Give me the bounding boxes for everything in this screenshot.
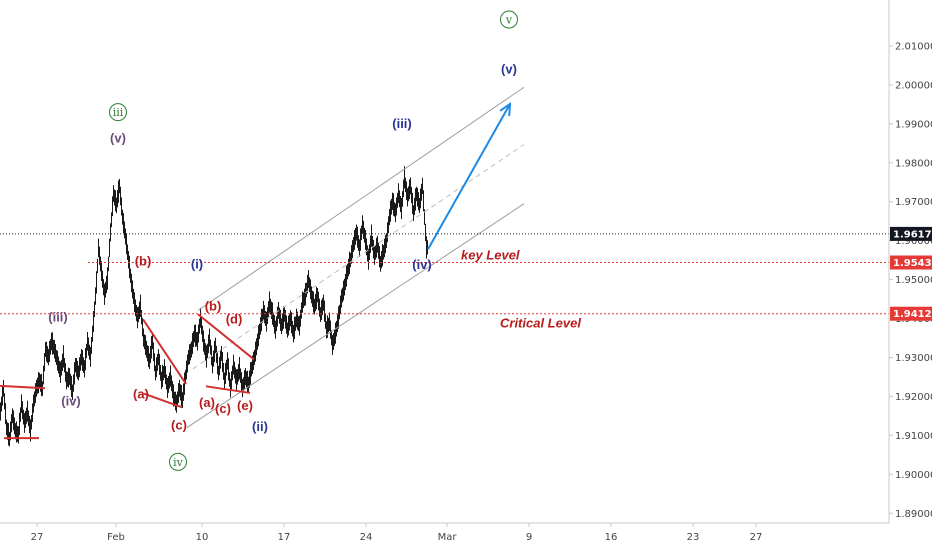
x-tick-label: 27 bbox=[750, 532, 763, 543]
x-tick-label: 17 bbox=[278, 532, 291, 543]
y-tick-label: 1.90000 bbox=[895, 470, 932, 481]
x-tick-label: 23 bbox=[687, 532, 700, 543]
y-tick-label: 1.92000 bbox=[895, 392, 932, 403]
y-tick-label: 1.93000 bbox=[895, 353, 932, 364]
x-tick-label: 24 bbox=[360, 532, 373, 543]
y-tick-label: 1.96000 bbox=[895, 236, 932, 247]
circled-wave-label: iv bbox=[173, 456, 184, 469]
red-trendline bbox=[0, 384, 46, 390]
wave-label: (iv) bbox=[61, 393, 81, 408]
price-axis-badge-label: 1.95439 bbox=[893, 258, 932, 269]
circled-wave-marker bbox=[500, 10, 518, 29]
circled-wave-label: iii bbox=[113, 106, 124, 119]
wave-label: (iii) bbox=[48, 309, 68, 324]
wave-label: (b) bbox=[135, 254, 152, 269]
y-tick-label: 1.91000 bbox=[895, 431, 932, 442]
x-tick-label: Feb bbox=[107, 532, 125, 543]
wave-label: (i) bbox=[191, 256, 203, 271]
channel-line-lower bbox=[186, 203, 525, 429]
y-tick-label: 1.98000 bbox=[895, 158, 932, 169]
y-tick-label: 1.89000 bbox=[895, 509, 932, 520]
wave-label: (iii) bbox=[392, 116, 412, 131]
level-name-label: key Level bbox=[461, 248, 520, 263]
circled-wave-marker bbox=[109, 103, 127, 122]
red-trendline bbox=[143, 392, 183, 409]
x-tick-label: 16 bbox=[605, 532, 618, 543]
wave-label: (v) bbox=[110, 131, 126, 146]
y-tick-label: 1.99000 bbox=[895, 119, 932, 130]
circled-wave-label: v bbox=[505, 13, 513, 26]
label-layer: key Level Critical Level 1.96174 1.95439 1.9… bbox=[48, 10, 932, 471]
red-trendline bbox=[197, 313, 255, 361]
wave-label: (iv) bbox=[412, 257, 432, 272]
x-tick-label: 9 bbox=[526, 532, 532, 543]
y-tick-label: 1.95000 bbox=[895, 275, 932, 286]
wave-label: (a) bbox=[199, 395, 215, 410]
wave-label: (c) bbox=[171, 418, 187, 433]
price-axis-badge bbox=[890, 255, 932, 270]
wave-label: (c) bbox=[215, 401, 231, 416]
price-axis-badge-label: 1.96174 bbox=[893, 229, 932, 240]
channel-line-upper bbox=[197, 86, 525, 311]
y-tick-label: 2.01000 bbox=[895, 41, 932, 52]
y-tick-label: 1.97000 bbox=[895, 197, 932, 208]
level-name-label: Critical Level bbox=[500, 316, 581, 331]
price-axis-badge bbox=[890, 226, 932, 241]
channel-line-middle bbox=[192, 144, 525, 370]
red-trendline bbox=[142, 318, 187, 385]
projection-arrow-line bbox=[427, 103, 511, 250]
annotation-layer bbox=[0, 86, 889, 440]
wave-label: (e) bbox=[237, 398, 253, 413]
wave-label: (d) bbox=[226, 312, 243, 327]
x-tick-label: 27 bbox=[31, 532, 44, 543]
y-tick-label: 2.00000 bbox=[895, 80, 932, 91]
x-tick-label: Mar bbox=[438, 532, 458, 543]
x-tick-label: 10 bbox=[196, 532, 209, 543]
wave-label: (b) bbox=[205, 298, 222, 313]
price-axis-badge bbox=[890, 306, 932, 321]
price-axis-badge-label: 1.94124 bbox=[893, 309, 932, 320]
red-trendline bbox=[205, 385, 251, 394]
wave-label: (a) bbox=[133, 386, 149, 401]
circled-wave-marker bbox=[169, 452, 187, 471]
projection-arrow-head bbox=[499, 101, 512, 117]
plot-area bbox=[0, 166, 428, 447]
wave-label: (ii) bbox=[252, 419, 268, 434]
wave-label: (v) bbox=[501, 62, 517, 77]
